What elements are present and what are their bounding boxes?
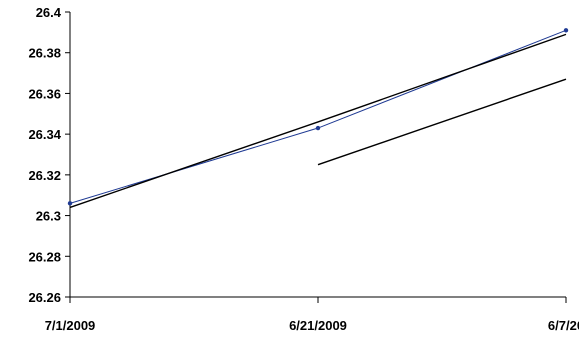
y-tick-label: 26.32 [28, 168, 61, 183]
x-tick-label: 6/21/2009 [289, 318, 347, 333]
data-point-marker [67, 201, 73, 206]
plot-series [67, 28, 569, 209]
y-tick-label: 26.34 [28, 127, 61, 142]
x-tick-label: 6/7/20 [548, 318, 579, 333]
y-tick-label: 26.3 [36, 209, 61, 224]
y-tick-label: 26.26 [28, 290, 61, 305]
series-line-2 [69, 33, 567, 209]
y-axis: 26.26 26.28 26.3 26.32 26.34 26.36 26.38 26.4 [28, 5, 71, 305]
y-tick-label: 26.36 [28, 86, 61, 101]
y-tick-label: 26.4 [36, 5, 62, 20]
x-axis: 7/1/2009 6/21/2009 6/7/20 [45, 296, 579, 333]
series-line-3 [317, 78, 567, 166]
y-tick-label: 26.38 [28, 46, 61, 61]
series-line-1 [69, 29, 567, 204]
y-tick-label: 26.28 [28, 249, 61, 264]
data-point-marker [563, 28, 569, 33]
data-point-marker [315, 125, 321, 131]
x-tick-label: 7/1/2009 [45, 318, 96, 333]
